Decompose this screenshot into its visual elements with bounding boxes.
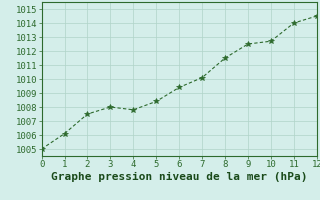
X-axis label: Graphe pression niveau de la mer (hPa): Graphe pression niveau de la mer (hPa) [51,172,308,182]
